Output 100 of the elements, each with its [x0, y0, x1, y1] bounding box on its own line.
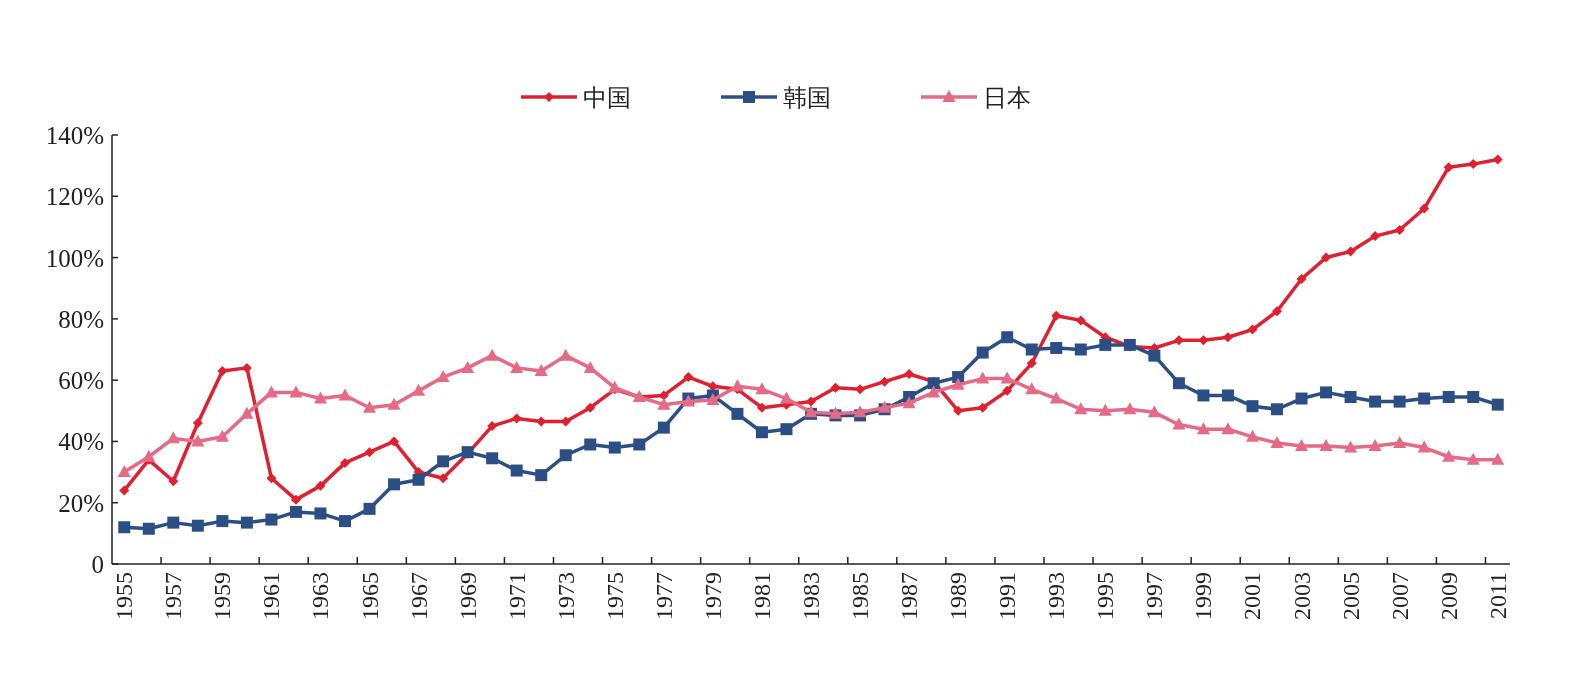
point	[780, 423, 793, 436]
point	[1369, 395, 1382, 408]
point	[1320, 386, 1333, 399]
point	[166, 431, 180, 444]
point	[1295, 392, 1308, 405]
point	[1321, 252, 1332, 263]
point	[240, 406, 254, 419]
y-tick-label: 140%	[45, 122, 104, 149]
point	[779, 391, 793, 404]
point	[1295, 439, 1309, 452]
point	[1074, 402, 1088, 415]
point	[1443, 162, 1454, 173]
point	[437, 455, 450, 468]
x-tick-label: 1973	[552, 572, 579, 620]
point	[216, 515, 229, 528]
point	[1466, 452, 1480, 465]
point	[1296, 274, 1307, 285]
point	[1099, 338, 1112, 351]
x-tick-label: 1991	[994, 572, 1021, 620]
point	[265, 513, 278, 526]
point	[168, 476, 179, 487]
point	[119, 485, 130, 496]
point	[951, 377, 965, 390]
point	[1394, 224, 1405, 235]
point	[1123, 402, 1137, 415]
point	[1147, 405, 1161, 418]
x-tick-label: 2009	[1435, 572, 1462, 620]
point	[192, 418, 203, 429]
point	[1491, 398, 1504, 411]
point	[191, 519, 204, 532]
point	[264, 385, 278, 398]
x-tick-label: 1975	[601, 572, 628, 620]
point	[534, 363, 548, 376]
point	[1467, 391, 1480, 403]
point	[730, 379, 744, 392]
point	[559, 348, 573, 361]
x-tick-label: 1961	[258, 572, 285, 620]
x-tick-label: 1987	[896, 572, 923, 620]
point	[585, 402, 596, 413]
point	[117, 465, 131, 478]
point	[879, 376, 890, 387]
point	[118, 521, 131, 534]
point	[830, 382, 841, 393]
point	[1345, 246, 1356, 257]
x-tick-label: 1993	[1043, 572, 1070, 620]
y-tick-label: 100%	[45, 244, 104, 272]
point	[412, 383, 426, 396]
x-tick-label: 2005	[1337, 572, 1364, 620]
point	[1172, 417, 1186, 430]
x-tick-label: 1997	[1141, 572, 1168, 620]
point	[608, 441, 621, 454]
point	[927, 385, 941, 398]
point	[535, 469, 548, 482]
point	[1221, 422, 1235, 435]
x-tick-label: 1957	[160, 572, 187, 620]
point	[1000, 371, 1014, 384]
point	[340, 457, 350, 468]
point	[1319, 439, 1333, 452]
point	[1172, 377, 1185, 390]
point	[1051, 310, 1062, 321]
point	[1025, 343, 1038, 356]
point	[510, 464, 523, 477]
y-tick-label: 0	[91, 551, 104, 578]
point	[1198, 335, 1209, 346]
point	[1393, 395, 1406, 408]
point	[608, 380, 622, 393]
point	[510, 360, 524, 373]
point	[1075, 315, 1086, 326]
point	[1245, 429, 1259, 442]
point	[1197, 389, 1210, 402]
point	[191, 434, 205, 447]
point	[167, 516, 180, 529]
point	[559, 449, 572, 462]
point	[438, 473, 449, 484]
point	[1270, 435, 1284, 448]
point	[1419, 203, 1430, 214]
x-tick-label: 1971	[503, 572, 530, 620]
point	[976, 346, 989, 359]
point	[1246, 400, 1259, 413]
point	[1417, 440, 1431, 453]
point	[486, 452, 499, 465]
x-tick-label: 1985	[847, 572, 874, 620]
point	[412, 473, 425, 486]
point	[1491, 452, 1505, 465]
point	[583, 360, 597, 373]
point	[633, 438, 646, 451]
x-tick-label: 1983	[798, 572, 824, 620]
point	[363, 400, 377, 413]
point	[1368, 439, 1382, 452]
x-tick-label: 2007	[1386, 572, 1413, 620]
x-tick-label: 1959	[209, 572, 236, 620]
legend-label: 日本	[983, 84, 1031, 112]
legend-label: 韩国	[783, 84, 831, 112]
y-tick-label: 20%	[58, 489, 104, 517]
y-tick-label: 40%	[58, 428, 104, 456]
x-tick-label: 1969	[454, 572, 481, 620]
x-tick-label: 1955	[111, 572, 138, 620]
point	[1271, 403, 1283, 416]
x-tick-label: 2011	[1484, 572, 1511, 620]
x-tick-label: 1999	[1190, 572, 1217, 620]
